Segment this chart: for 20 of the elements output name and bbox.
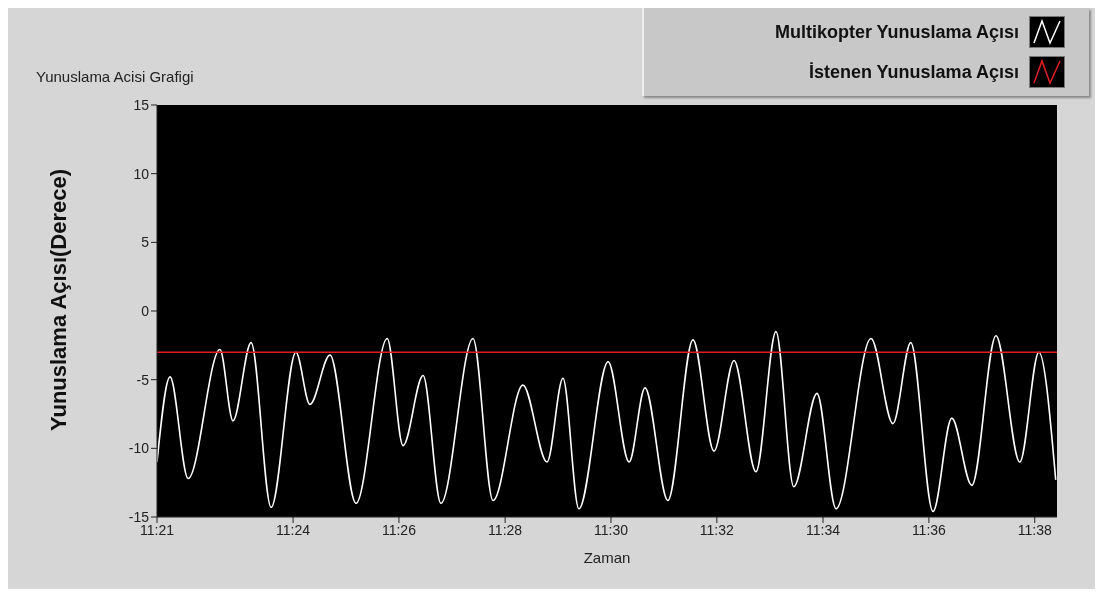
legend-label: İstenen Yunuslama Açısı [808, 61, 1019, 83]
x-axis-title: Zaman [583, 549, 631, 566]
x-tick-label: 11:30 [593, 521, 629, 538]
x-tick-label: 11:34 [806, 521, 841, 538]
line-series [157, 330, 1057, 513]
y-axis-title: Yunuslama Açısı(Derece) [45, 168, 71, 431]
y-tick-label: 15 [133, 96, 150, 113]
x-tick-label: 11:26 [381, 521, 417, 538]
y-tick-label: 0 [141, 302, 150, 319]
chart-title: Yunuslama Acisi Grafigi [36, 68, 194, 85]
x-tick-label: 11:36 [911, 521, 947, 538]
y-tick-label: -5 [136, 371, 150, 388]
y-tick-label: 5 [141, 234, 150, 251]
x-tick-label: 11:28 [488, 521, 523, 538]
y-tick-label: -10 [128, 440, 150, 457]
x-tick-label: 11:38 [1017, 521, 1052, 538]
x-tick-label: 11:24 [276, 521, 311, 538]
y-tick-label: 10 [133, 165, 150, 182]
legend-label: Multikopter Yunuslama Açısı [774, 21, 1019, 43]
x-tick-label: 11:32 [699, 521, 735, 538]
